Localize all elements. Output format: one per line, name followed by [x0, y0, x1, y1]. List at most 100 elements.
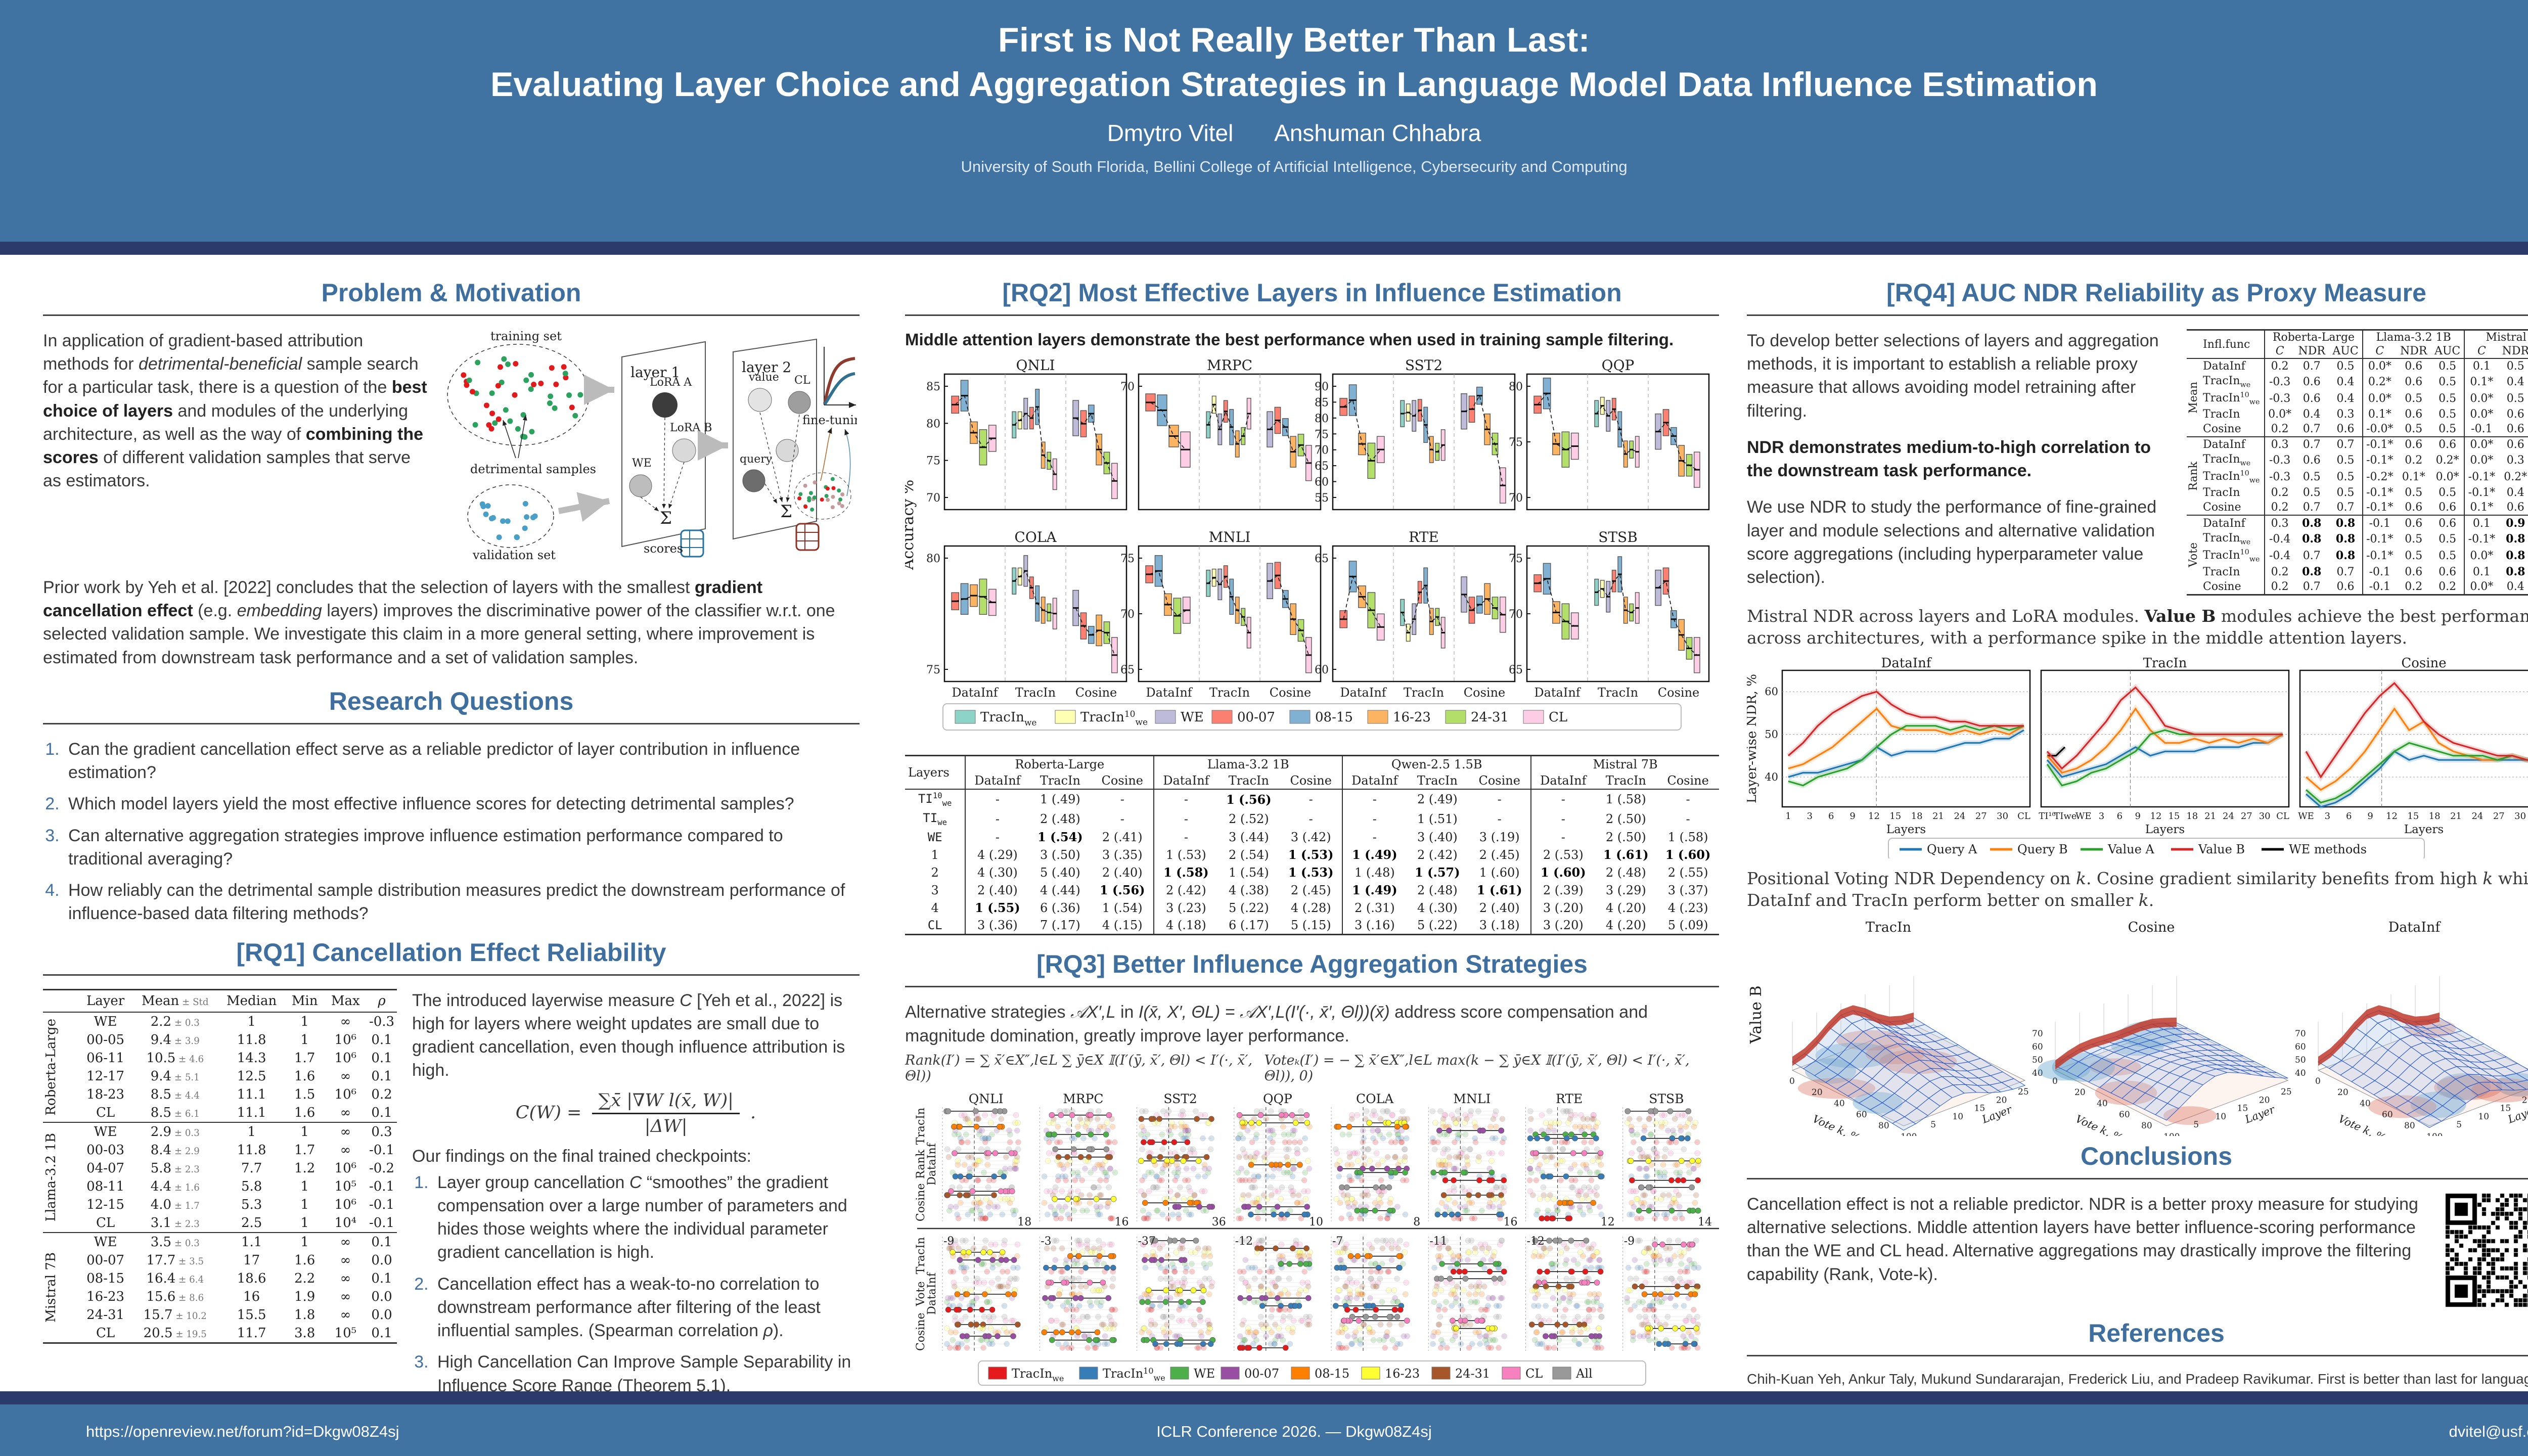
svg-text:60: 60	[2119, 1110, 2130, 1120]
svg-text:08-15: 08-15	[1315, 710, 1353, 725]
svg-text:75: 75	[1509, 436, 1523, 449]
rq3-dot-figure: QNLI 18 -9 MRPC 16 -3 SST2 36 -37 QQP 10 -12 COLA 8 -7…	[915, 1091, 1719, 1386]
research-question-item: How reliably can the detrimental sample …	[64, 879, 860, 925]
svg-text:55: 55	[1315, 492, 1329, 505]
svg-text:COLA: COLA	[1356, 1092, 1394, 1106]
svg-text:20: 20	[2259, 1095, 2270, 1105]
model-group-label: Llama-3.2 1B	[43, 1132, 59, 1222]
row-label: DataInf	[2203, 360, 2245, 373]
svg-text:65: 65	[1315, 553, 1329, 565]
header-banner: First is Not Really Better Than Last: Ev…	[0, 0, 2528, 242]
svg-text:10: 10	[1952, 1112, 1963, 1122]
row-label: 3	[931, 883, 939, 897]
text-run: k	[2482, 869, 2493, 889]
dot-panel-QNLI: QNLI 18 -9	[942, 1091, 1031, 1351]
table-row: TracIn10we -0.3 0.5 0.5 -0.2* 0.1* 0.0* -0.1* 0.…	[2203, 468, 2527, 486]
label-finetuning: fine-tuning	[802, 413, 857, 427]
svg-text:Cosine: Cosine	[1658, 686, 1699, 700]
svg-text:75: 75	[1315, 428, 1329, 441]
table-row: Mistral 7B WE 3.5 ± 0.3 1.1 1 ∞ 0.1	[43, 1234, 392, 1323]
svg-text:60: 60	[2295, 1042, 2306, 1052]
svg-text:5: 5	[2193, 1120, 2199, 1130]
rank-formula: Rank(I′) = ∑ x̄′∈X″,l∈L ∑ ȳ∈X 𝕀(I′(ȳ, x̄…	[905, 1052, 1253, 1084]
svg-text:QNLI: QNLI	[969, 1092, 1004, 1106]
boxplot-panel-COLA: COLA 80 75 DataInf TracIn Cosine	[926, 529, 1127, 700]
vote3d-panel-DataInf: DataInf02040608010051015202540506070Vote…	[2315, 920, 2528, 1144]
table-row: TracInwe-0.30.60.5-0.1*0.20.2*0.0*0.30.2	[2203, 452, 2524, 469]
svg-text:24: 24	[2471, 811, 2483, 822]
svg-text:15: 15	[2500, 1103, 2511, 1113]
svg-text:20: 20	[1996, 1095, 2007, 1105]
model-group-label: Mistral 7B	[43, 1252, 59, 1323]
svg-text:70: 70	[1509, 492, 1523, 505]
svg-text:27: 27	[2241, 811, 2252, 822]
table-row: 16-23 15.6 ± 8.6 16 1.9 ∞ 0.0	[86, 1289, 392, 1304]
svg-text:18: 18	[2186, 811, 2198, 822]
table-row: Roberta-Large WE 2.2 ± 0.3 1 1 ∞ -0.3	[43, 1014, 395, 1116]
svg-text:0: 0	[1789, 1076, 1795, 1086]
finding-item: High Cancellation Can Improve Sample Sep…	[433, 1350, 860, 1397]
svg-text:65: 65	[1120, 664, 1135, 676]
rule	[43, 974, 860, 976]
text-run: gradient cancellation effect	[43, 578, 763, 621]
footer-url[interactable]: https://openreview.net/forum?id=Dkgw08Z4…	[86, 1423, 399, 1440]
svg-text:75: 75	[926, 664, 940, 676]
qr-code	[2445, 1192, 2528, 1311]
svg-text:Layers: Layers	[2145, 823, 2185, 836]
svg-text:36: 36	[1212, 1216, 1226, 1228]
svg-text:DataInf: DataInf	[2388, 920, 2442, 935]
svg-text:08-15: 08-15	[1315, 1367, 1349, 1381]
rq4-ndr-table: Infl.func Roberta-Large Llama-3.2 1B Mistra…	[2187, 329, 2528, 596]
svg-text:-9: -9	[1624, 1235, 1635, 1248]
svg-text:70: 70	[1120, 608, 1135, 621]
svg-text:WE: WE	[2075, 811, 2092, 822]
text-run: (e.g.	[193, 601, 237, 621]
table-row: Llama-3.2 1B WE 2.9 ± 0.3 1 1 ∞ 0.3	[43, 1124, 392, 1222]
svg-text:16: 16	[1504, 1216, 1518, 1228]
svg-text:12: 12	[2150, 811, 2162, 822]
svg-text:20: 20	[1812, 1087, 1823, 1098]
author-2: Anshuman Chhabra	[1274, 120, 1481, 146]
svg-text:40: 40	[2360, 1099, 2371, 1109]
svg-text:All: All	[1575, 1367, 1593, 1381]
footer-email[interactable]: dvitel@usf.edu	[2449, 1423, 2528, 1440]
text-run: of different validation samples that ser…	[43, 448, 411, 491]
svg-text:30: 30	[1997, 811, 2008, 822]
header-divider-band	[0, 242, 2528, 255]
svg-text:20: 20	[2337, 1087, 2349, 1098]
vote3d-figure: TracIn02040608010051015202540506070Vote …	[1747, 920, 2528, 1144]
svg-text:25: 25	[2281, 1087, 2292, 1097]
svg-text:Cosine: Cosine	[1075, 686, 1117, 700]
boxplot-panel-RTE: RTE 65 60 DataInf TracIn Cosine	[1315, 529, 1516, 700]
svg-text:75: 75	[1120, 553, 1135, 565]
svg-text:80: 80	[1315, 413, 1329, 425]
svg-text:15: 15	[2168, 811, 2180, 822]
validation-set-dots	[479, 500, 538, 540]
column-middle: [RQ2] Most Effective Layers in Influence…	[899, 273, 1719, 1408]
vote-formula: Voteₖ(I′) = − ∑ x̄′∈X″,l∈L max(k − ∑ ȳ∈X…	[1264, 1052, 1690, 1084]
text-run: Alternative strategies	[905, 1003, 1070, 1022]
rq1-cancellation-table: Layer Mean ± Std Median Min Max ρ Roberta-Larg…	[43, 989, 397, 1344]
svg-text:6: 6	[2346, 811, 2352, 822]
table-row: 08-15 16.4 ± 6.4 18.6 2.2 ∞ 0.1	[86, 1270, 392, 1286]
svg-text:15: 15	[2237, 1103, 2248, 1113]
svg-text:60: 60	[1315, 664, 1329, 676]
training-set-dots	[461, 356, 583, 440]
poster-title-line1: First is Not Really Better Than Last:	[998, 21, 1590, 59]
svg-text:24-31: 24-31	[1471, 710, 1509, 725]
svg-text:MNLI: MNLI	[1453, 1092, 1491, 1106]
svg-text:TracIn: TracIn	[1598, 686, 1638, 700]
rq2-boxplot-figure: Accuracy % QNLI 85 80 75 70 MRPC 70 SST2 90 85 80 75…	[899, 357, 1710, 731]
text-run: while DataInf and TracIn perform better …	[1747, 869, 2528, 910]
col-header: ρ	[378, 993, 386, 1009]
svg-text:65: 65	[1509, 664, 1523, 676]
label-detrimental-samples: detrimental samples	[470, 462, 596, 476]
svg-text:MRPC: MRPC	[1063, 1092, 1103, 1106]
svg-text:40: 40	[1834, 1099, 1845, 1109]
svg-text:QQP: QQP	[1602, 358, 1635, 374]
svg-text:Cosine: Cosine	[915, 1183, 927, 1221]
svg-text:16: 16	[1115, 1216, 1129, 1228]
svg-text:21: 21	[2204, 811, 2216, 822]
